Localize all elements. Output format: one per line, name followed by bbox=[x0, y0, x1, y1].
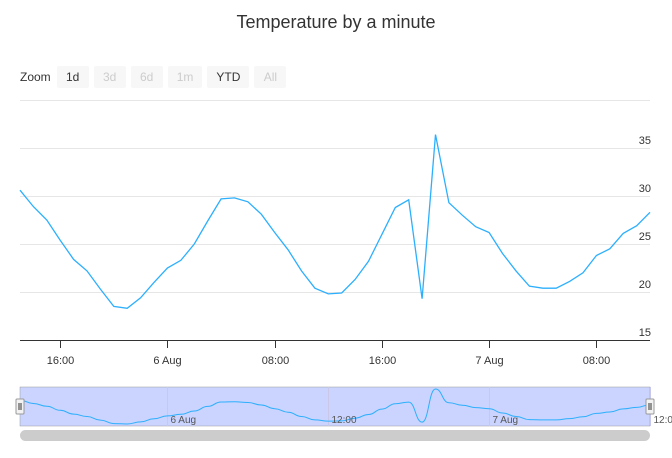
series-line bbox=[19, 134, 651, 309]
x-tick-label: 7 Aug bbox=[475, 355, 503, 367]
zoom-1d-button[interactable]: 1d bbox=[56, 66, 89, 88]
navigator-grid bbox=[167, 387, 651, 426]
chart-title: Temperature by a minute bbox=[236, 12, 436, 32]
range-selector: Zoom 1d 3d 6d 1m YTD All bbox=[20, 66, 291, 88]
x-tick-label: 6 Aug bbox=[153, 355, 181, 367]
zoom-3d-button: 3d bbox=[93, 66, 126, 88]
zoom-ytd-button[interactable]: YTD bbox=[207, 66, 250, 88]
y-tick-label: 15 bbox=[639, 327, 651, 339]
navigator-tick-label: 7 Aug bbox=[493, 415, 519, 426]
navigator-axis: 6 Aug 12:00 7 Aug 12:00 bbox=[171, 415, 672, 426]
scrollbar[interactable] bbox=[20, 430, 650, 441]
navigator-tick-label: 12:00 bbox=[332, 415, 357, 426]
y-tick-label: 20 bbox=[639, 279, 651, 291]
zoom-all-button: All bbox=[254, 66, 287, 88]
zoom-6d-button: 6d bbox=[130, 66, 163, 88]
grid-lines bbox=[20, 100, 650, 341]
x-tick-label: 08:00 bbox=[262, 355, 290, 367]
y-tick-label: 25 bbox=[639, 231, 651, 243]
navigator[interactable]: 6 Aug 12:00 7 Aug 12:00 bbox=[15, 386, 672, 427]
x-tick-label: 16:00 bbox=[369, 355, 397, 367]
navigator-left-handle[interactable] bbox=[15, 398, 25, 415]
zoom-label: Zoom bbox=[20, 70, 51, 84]
x-axis: 16:00 6 Aug 08:00 16:00 7 Aug 08:00 bbox=[20, 340, 650, 367]
zoom-1m-button: 1m bbox=[167, 66, 203, 88]
y-tick-label: 35 bbox=[639, 135, 651, 147]
y-tick-label: 30 bbox=[639, 183, 651, 195]
navigator-tick-label: 12:00 bbox=[654, 415, 672, 426]
navigator-tick-label: 6 Aug bbox=[171, 415, 197, 426]
x-tick-label: 08:00 bbox=[583, 355, 611, 367]
navigator-series-line bbox=[19, 388, 651, 425]
navigator-right-handle[interactable] bbox=[645, 398, 655, 415]
y-axis: 15 20 25 30 35 bbox=[639, 135, 651, 339]
x-tick-label: 16:00 bbox=[47, 355, 75, 367]
